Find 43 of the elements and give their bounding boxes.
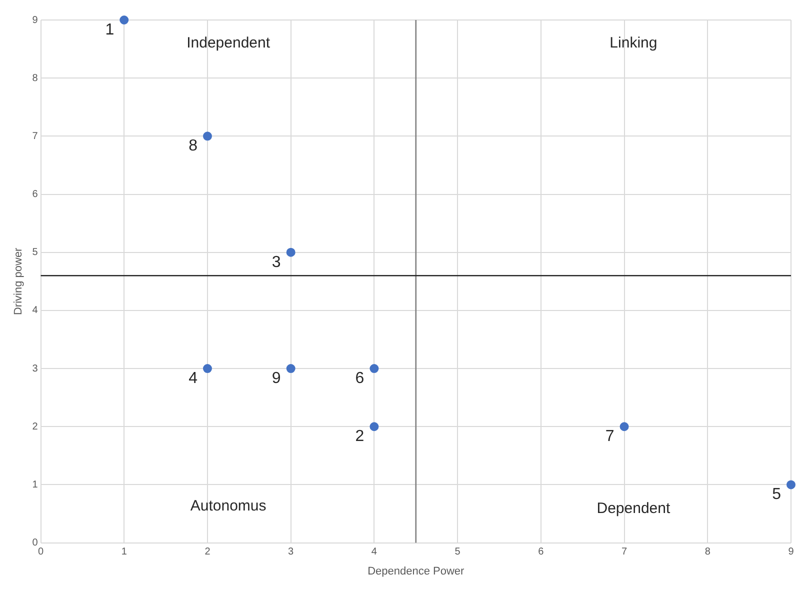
x-tick-label: 6 (538, 546, 544, 558)
y-tick-label: 4 (32, 305, 38, 316)
point (120, 16, 129, 24)
point (286, 248, 296, 257)
point (202, 364, 212, 374)
y-tick-label: 1 (32, 479, 38, 490)
y-tick-label: 6 (32, 189, 38, 200)
x-tick-label: 8 (704, 546, 711, 558)
annotation: 4 (188, 370, 198, 387)
y-tick-label: 2 (32, 421, 38, 432)
x-tick-label: 5 (454, 546, 461, 558)
annotation: 2 (355, 428, 364, 446)
point (786, 480, 796, 490)
y-tick-label: 9 (32, 14, 38, 26)
annotation: 8 (188, 138, 198, 155)
point (370, 422, 379, 432)
annotation: Autonomus (190, 497, 266, 514)
annotation: 6 (355, 370, 364, 387)
point (620, 422, 629, 432)
annotation: 7 (605, 428, 614, 446)
y-tick-label: 8 (32, 72, 38, 84)
x-tick-label: 4 (371, 546, 378, 558)
annotation: 1 (105, 21, 114, 38)
annotation: 9 (272, 370, 281, 387)
point (370, 364, 379, 374)
y-tick-label: 7 (32, 130, 38, 142)
point (202, 132, 212, 141)
y-tick-label: 3 (32, 363, 38, 374)
annotation: 5 (772, 486, 782, 504)
x-tick-label: 1 (121, 546, 128, 558)
y-tick-label: 5 (32, 247, 38, 258)
x-axis-title: Dependence Power (368, 565, 465, 578)
x-tick-label: 9 (788, 546, 794, 558)
annotation: Linking (610, 34, 658, 52)
annotation: 3 (272, 254, 281, 271)
x-tick-label: 3 (288, 546, 294, 558)
point (286, 364, 296, 374)
x-tick-label: 7 (622, 546, 628, 558)
y-axis-title: Driving power (12, 247, 25, 316)
x-tick-label: 2 (204, 546, 211, 558)
annotation: Dependent (596, 500, 671, 517)
y-tick-label: 0 (32, 538, 38, 549)
annotation: Independent (186, 34, 271, 52)
